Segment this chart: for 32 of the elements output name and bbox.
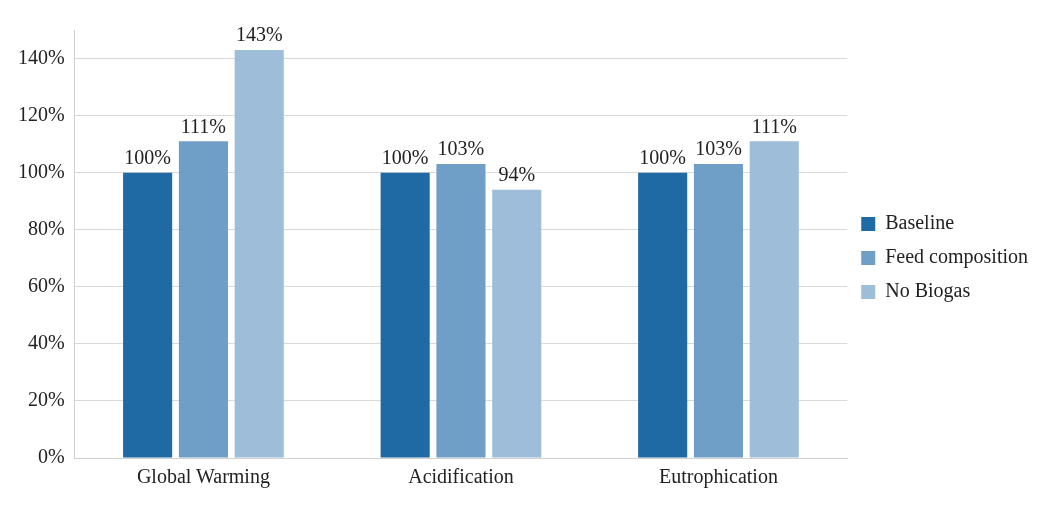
data-label: 103% [695, 137, 742, 160]
data-label: 111% [180, 114, 227, 137]
x-tick-label: Eutrophication [659, 465, 778, 489]
legend-label: Baseline [885, 211, 955, 234]
data-label: 100% [639, 145, 687, 168]
bar [436, 164, 486, 458]
bar [380, 172, 430, 458]
bar [123, 172, 173, 458]
y-tick-label: 60% [27, 274, 65, 297]
data-label: 111% [751, 114, 797, 137]
y-tick-label: 80% [27, 216, 65, 239]
bar [234, 49, 284, 458]
bar [492, 189, 542, 458]
y-tick-label: 140% [17, 45, 65, 68]
bar [178, 141, 228, 458]
legend-label: Feed composition [885, 245, 1028, 269]
data-label: 143% [235, 23, 283, 46]
legend-label: No Biogas [885, 279, 971, 303]
y-tick-label: 100% [17, 159, 65, 182]
data-label: 100% [381, 145, 429, 168]
y-tick-label: 120% [17, 102, 65, 125]
bar [638, 172, 688, 458]
y-tick-label: 40% [27, 331, 65, 354]
y-tick-label: 0% [37, 445, 65, 468]
y-tick-label: 20% [27, 388, 65, 411]
x-tick-label: Global Warming [136, 465, 270, 489]
data-label: 100% [124, 145, 171, 168]
bar [693, 164, 744, 458]
x-tick-label: Acidification [408, 465, 514, 488]
data-label: 103% [437, 137, 485, 160]
data-label: 94% [498, 163, 536, 186]
bar [749, 141, 799, 458]
